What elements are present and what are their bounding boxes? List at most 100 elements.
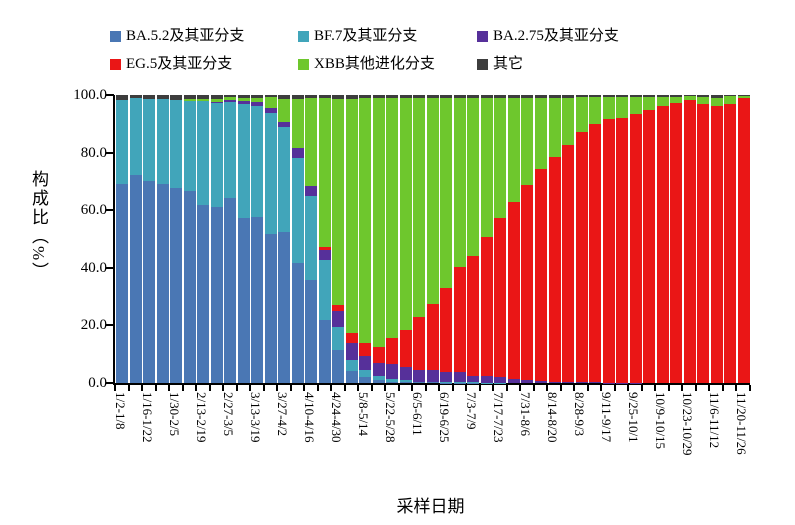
x-axis-tick-label: 2/27-3/5 xyxy=(220,392,236,437)
bar-segment xyxy=(629,114,642,383)
x-axis-tick-label: 3/13-3/19 xyxy=(247,392,263,443)
x-axis-tick-label: 5/22-5/28 xyxy=(382,392,398,443)
x-axis-tick-label: 4/24-4/30 xyxy=(328,392,344,443)
legend-swatch-icon xyxy=(110,58,121,70)
x-axis-tick-label: 1/2-1/8 xyxy=(112,392,128,430)
bar-segment xyxy=(521,379,534,383)
stacked-bar xyxy=(332,95,345,383)
bar-segment xyxy=(210,101,223,103)
bar-segment xyxy=(548,156,561,382)
y-axis-tick xyxy=(106,209,114,212)
bar-segment xyxy=(345,95,358,100)
x-axis-tick xyxy=(546,385,549,391)
stacked-bar xyxy=(426,95,439,383)
stacked-bar xyxy=(413,95,426,383)
bar-segment xyxy=(183,190,196,383)
bar-segment xyxy=(345,359,358,372)
bar-segment xyxy=(507,378,520,383)
bar-segment xyxy=(399,367,412,381)
x-axis-tick-label: 1/30-2/5 xyxy=(166,392,182,437)
x-axis-tick-label: 4/10-4/16 xyxy=(301,392,317,443)
x-axis-tick-label: 9/11-9/17 xyxy=(599,392,615,443)
bar-segment xyxy=(494,97,507,219)
bar-segment xyxy=(494,218,507,377)
x-axis-tick-label: 6/19-6/25 xyxy=(437,392,452,443)
x-axis-tick xyxy=(667,385,670,391)
bar-segment xyxy=(224,99,237,103)
bar-segment xyxy=(305,185,318,196)
x-axis-tick-label: 8/28-9/3 xyxy=(572,392,588,437)
y-axis-tick xyxy=(106,382,114,384)
bar-segment xyxy=(278,99,291,123)
legend-swatch-icon xyxy=(477,58,488,70)
bar-segment xyxy=(602,95,615,98)
y-axis-tick xyxy=(106,94,114,96)
bar-segment xyxy=(224,102,237,199)
bar-segment xyxy=(480,375,493,383)
bar-segment xyxy=(562,95,575,98)
legend-label: EG.5及其亚分支 xyxy=(126,56,233,72)
bar-segment xyxy=(399,381,412,383)
stacked-bar xyxy=(210,95,223,383)
bar-segment xyxy=(697,97,710,104)
x-axis-tick-label: 5/8-5/14 xyxy=(355,392,371,437)
legend-item-3: BA.2.75及其亚分支 xyxy=(477,27,619,45)
bar-segment xyxy=(372,375,385,381)
bar-segment xyxy=(264,112,277,234)
x-axis-tick-label: 1/16-1/22 xyxy=(139,392,155,443)
bar-segment xyxy=(683,95,696,97)
bar-segment xyxy=(670,102,683,383)
legend-label: BA.5.2及其亚分支 xyxy=(126,28,245,44)
bar-segment xyxy=(413,95,426,98)
stacked-bar xyxy=(237,95,250,383)
bar-segment xyxy=(534,95,547,98)
bar-segment xyxy=(197,101,210,206)
x-axis-tick xyxy=(303,385,306,391)
stacked-bar xyxy=(656,95,669,383)
x-axis-tick-label: 8/14-8/20 xyxy=(545,392,561,443)
bar-segment xyxy=(224,95,237,98)
bar-segment xyxy=(278,122,291,127)
bar-segment xyxy=(129,95,142,99)
x-axis-tick xyxy=(586,385,589,391)
bar-segment xyxy=(575,131,588,383)
x-axis-tick-label: 11/20-11/26 xyxy=(734,392,750,455)
x-axis-tick xyxy=(640,385,643,391)
bar-segment xyxy=(332,99,345,306)
bar-segment xyxy=(562,145,575,383)
bar-segment xyxy=(359,370,372,378)
legend-label: BA.2.75及其亚分支 xyxy=(493,28,619,44)
stacked-bar xyxy=(143,95,156,383)
bar-segment xyxy=(251,101,264,106)
stacked-bar xyxy=(305,95,318,383)
x-axis-tick-label: 7/31-8/6 xyxy=(518,392,534,437)
stacked-bar xyxy=(183,95,196,383)
stacked-bar xyxy=(562,95,575,383)
stacked-bar xyxy=(251,95,264,383)
bar-segment xyxy=(386,338,399,365)
stacked-bar xyxy=(602,95,615,383)
bar-segment xyxy=(332,311,345,327)
bar-segment xyxy=(399,97,412,330)
bar-segment xyxy=(575,382,588,383)
bar-segment xyxy=(278,231,291,383)
bar-segment xyxy=(197,99,210,102)
bar-segment xyxy=(143,180,156,383)
legend-item-5: XBB其他进化分支 xyxy=(298,55,435,73)
x-axis-tick xyxy=(384,385,387,391)
bar-segment xyxy=(318,247,331,250)
bar-segment xyxy=(372,380,385,383)
legend-label: XBB其他进化分支 xyxy=(314,56,435,72)
bar-segment xyxy=(318,97,331,248)
bar-segment xyxy=(210,206,223,383)
bar-segment xyxy=(372,97,385,348)
stacked-bar xyxy=(318,95,331,383)
bar-segment xyxy=(318,319,331,383)
x-axis-tick xyxy=(654,385,657,391)
bar-segment xyxy=(210,95,223,100)
bar-segment xyxy=(507,95,520,98)
bar-segment xyxy=(589,124,602,383)
bar-segment xyxy=(453,382,466,383)
bar-segment xyxy=(589,97,602,125)
